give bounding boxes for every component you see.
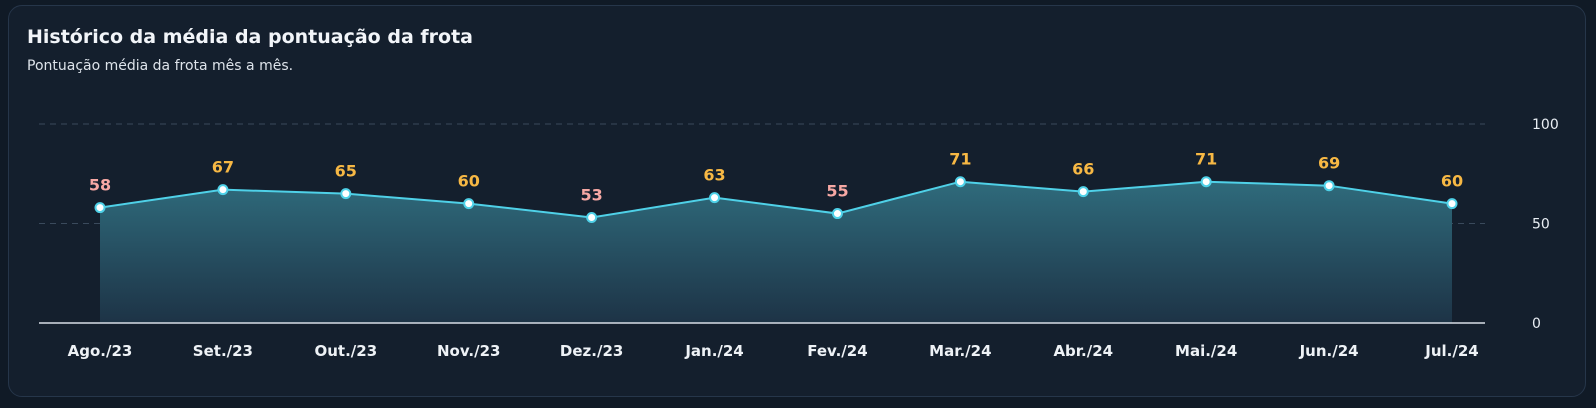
x-tick-label: Jul./24 bbox=[1424, 342, 1478, 360]
area-fill-layer bbox=[100, 181, 1452, 323]
chart-title: Histórico da média da pontuação da frota bbox=[27, 26, 473, 48]
x-tick-label: Nov./23 bbox=[437, 342, 500, 360]
x-tick-label: Dez./23 bbox=[560, 342, 623, 360]
x-tick-label: Jan./24 bbox=[684, 342, 743, 360]
data-label: 60 bbox=[458, 172, 480, 191]
y-tick-label: 100 bbox=[1532, 117, 1559, 133]
x-tick-label: Jun./24 bbox=[1299, 342, 1359, 360]
data-points-layer bbox=[94, 176, 1458, 224]
data-point[interactable] bbox=[1077, 186, 1089, 198]
x-tick-label: Fev./24 bbox=[807, 342, 867, 360]
data-label: 53 bbox=[581, 186, 603, 205]
data-point[interactable] bbox=[1446, 198, 1458, 210]
data-label: 58 bbox=[89, 176, 111, 195]
data-point[interactable] bbox=[217, 184, 229, 196]
series-line bbox=[99, 180, 1453, 219]
x-tick-label: Mai./24 bbox=[1175, 342, 1237, 360]
y-axis: 0 50 100 bbox=[1532, 117, 1559, 332]
x-tick-label: Ago./23 bbox=[68, 342, 133, 360]
data-label: 60 bbox=[1441, 172, 1463, 191]
data-point[interactable] bbox=[831, 208, 843, 220]
data-label: 69 bbox=[1318, 154, 1340, 173]
data-point[interactable] bbox=[709, 192, 721, 204]
data-label: 66 bbox=[1072, 160, 1094, 179]
data-label: 55 bbox=[826, 182, 848, 201]
x-tick-label: Mar./24 bbox=[929, 342, 991, 360]
area-fill bbox=[100, 181, 1452, 323]
data-label: 63 bbox=[703, 166, 725, 185]
chart-subtitle: Pontuação média da frota mês a mês. bbox=[27, 58, 294, 74]
data-point[interactable] bbox=[954, 176, 966, 188]
x-tick-label: Abr./24 bbox=[1053, 342, 1113, 360]
x-tick-label: Set./23 bbox=[193, 342, 253, 360]
data-label: 67 bbox=[212, 158, 234, 177]
data-label: 71 bbox=[1195, 150, 1217, 169]
y-tick-label: 50 bbox=[1532, 217, 1550, 233]
x-tick-label: Out./23 bbox=[314, 342, 377, 360]
data-point[interactable] bbox=[94, 202, 106, 214]
data-point[interactable] bbox=[1323, 180, 1335, 192]
data-point[interactable] bbox=[340, 188, 352, 200]
data-point[interactable] bbox=[586, 212, 598, 224]
series-line-layer bbox=[99, 180, 1453, 219]
x-axis: Ago./23 Set./23 Out./23 Nov./23 Dez./23 Jan./… bbox=[39, 322, 1485, 360]
data-point[interactable] bbox=[1200, 176, 1212, 188]
data-labels-layer: 58 67 65 60 53 63 55 71 66 71 69 60 bbox=[89, 150, 1463, 205]
data-label: 71 bbox=[949, 150, 971, 169]
y-tick-label: 0 bbox=[1532, 316, 1541, 332]
data-point[interactable] bbox=[463, 198, 475, 210]
data-label: 65 bbox=[335, 162, 357, 181]
